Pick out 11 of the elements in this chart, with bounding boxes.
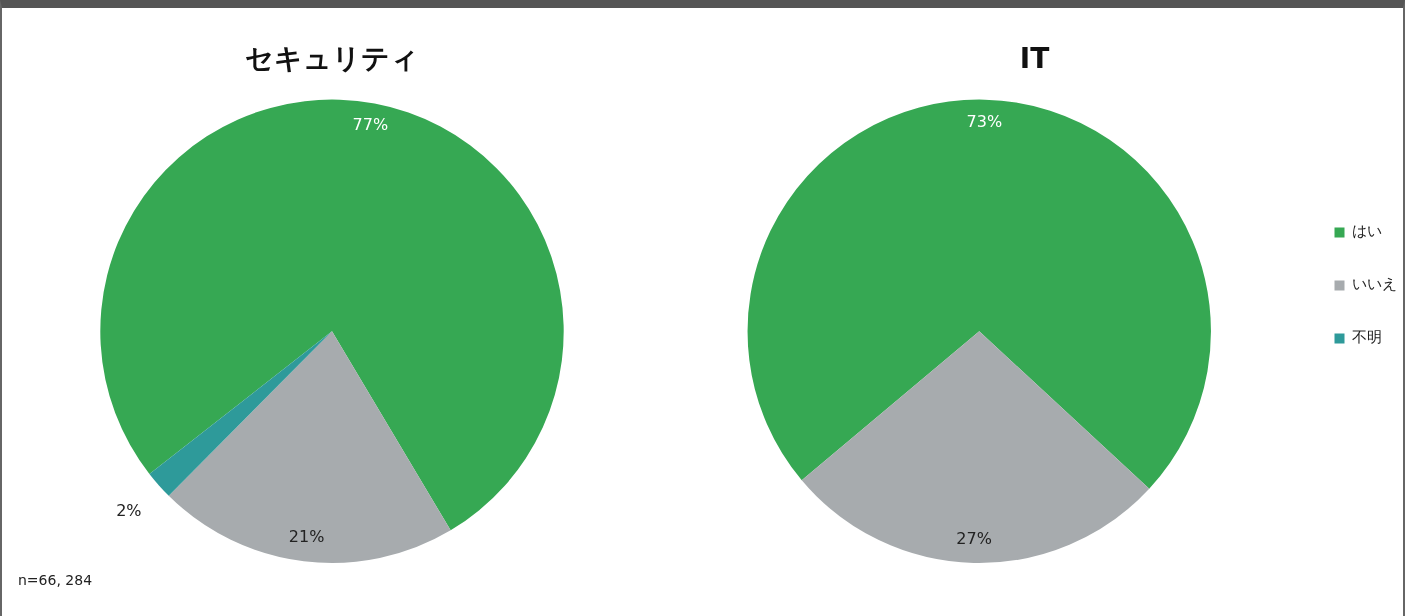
text: n=66, 284 bbox=[18, 572, 93, 588]
data-label: 73% bbox=[966, 111, 1003, 131]
legend-label: いいえ bbox=[1352, 275, 1397, 294]
legend-label: はい bbox=[1352, 222, 1382, 241]
chart-title: セキュリティ bbox=[245, 42, 419, 76]
data-label: 27% bbox=[956, 528, 992, 548]
chart-title: IT bbox=[1019, 42, 1050, 76]
data-label: 77% bbox=[352, 115, 389, 135]
legend-label: 不明 bbox=[1352, 328, 1382, 347]
data-label: 2% bbox=[116, 500, 142, 520]
data-label: 21% bbox=[288, 527, 325, 547]
